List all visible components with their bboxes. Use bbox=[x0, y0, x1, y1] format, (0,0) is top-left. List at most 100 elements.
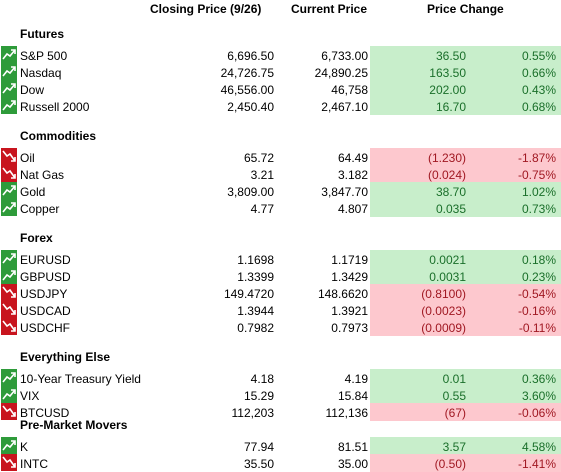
trend-down-icon bbox=[1, 284, 17, 301]
instrument-name: S&P 500 bbox=[20, 49, 68, 63]
price-change-cell: (0.0023) -0.16% bbox=[370, 301, 561, 319]
price-change-cell: (0.8100) -0.54% bbox=[370, 284, 561, 302]
section-header: Futures bbox=[0, 24, 561, 42]
table-row[interactable]: S&P 500 6,696.50 6,733.00 36.50 0.55% bbox=[0, 46, 561, 64]
percent-change: 1.02% bbox=[521, 185, 556, 199]
trend-down-icon bbox=[1, 301, 17, 318]
price-change: 202.00 bbox=[429, 83, 466, 97]
current-price: 46,758 bbox=[331, 83, 368, 97]
closing-price: 6,696.50 bbox=[227, 49, 274, 63]
table-row[interactable]: 10-Year Treasury Yield 4.18 4.19 0.01 0.36% bbox=[0, 369, 561, 387]
table-row[interactable]: EURUSD 1.1698 1.1719 0.0021 0.18% bbox=[0, 250, 561, 268]
trend-up-icon bbox=[1, 267, 17, 284]
header-closing-price: Closing Price (9/26) bbox=[150, 2, 262, 16]
table-row[interactable]: USDCHF 0.7982 0.7973 (0.0009) -0.11% bbox=[0, 318, 561, 336]
closing-price: 1.1698 bbox=[237, 253, 274, 267]
price-change-cell: 0.035 0.73% bbox=[370, 199, 561, 217]
section-header: Forex bbox=[0, 228, 561, 246]
instrument-name: INTC bbox=[20, 457, 48, 471]
current-price: 4.807 bbox=[337, 202, 368, 216]
table-row[interactable]: Nasdaq 24,726.75 24,890.25 163.50 0.66% bbox=[0, 63, 561, 81]
section-title: Commodities bbox=[20, 129, 97, 143]
price-change: 0.55 bbox=[442, 389, 466, 403]
trend-up-icon bbox=[1, 199, 17, 216]
price-change: (67) bbox=[444, 406, 466, 420]
closing-price: 149.4720 bbox=[223, 287, 274, 301]
price-change: 3.57 bbox=[442, 440, 466, 454]
current-price: 3.182 bbox=[337, 168, 368, 182]
trend-down-icon bbox=[1, 403, 17, 420]
price-change-cell: 3.57 4.58% bbox=[370, 437, 561, 455]
closing-price: 0.7982 bbox=[237, 321, 274, 335]
instrument-name: USDCHF bbox=[20, 321, 70, 335]
instrument-name: GBPUSD bbox=[20, 270, 71, 284]
percent-change: 3.60% bbox=[521, 389, 556, 403]
current-price: 3,847.70 bbox=[321, 185, 368, 199]
current-price: 1.1719 bbox=[331, 253, 368, 267]
table-row[interactable]: Russell 2000 2,450.40 2,467.10 16.70 0.68% bbox=[0, 97, 561, 115]
table-row[interactable]: INTC 35.50 35.00 (0.50) -1.41% bbox=[0, 454, 561, 472]
price-change-cell: (67) -0.06% bbox=[370, 403, 561, 421]
current-price: 4.19 bbox=[344, 372, 368, 386]
trend-up-icon bbox=[1, 182, 17, 199]
current-price: 81.51 bbox=[337, 440, 368, 454]
table-row[interactable]: USDCAD 1.3944 1.3921 (0.0023) -0.16% bbox=[0, 301, 561, 319]
section-title: Futures bbox=[20, 27, 65, 41]
price-change-cell: (0.0009) -0.11% bbox=[370, 318, 561, 336]
table-row[interactable]: Oil 65.72 64.49 (1.230) -1.87% bbox=[0, 148, 561, 166]
price-change: (1.230) bbox=[427, 151, 466, 165]
table-row[interactable]: BTCUSD 112,203 112,136 (67) -0.06% bbox=[0, 403, 561, 421]
closing-price: 46,556.00 bbox=[220, 83, 274, 97]
instrument-name: Russell 2000 bbox=[20, 100, 90, 114]
section-header: Everything Else bbox=[0, 347, 561, 365]
instrument-name: Oil bbox=[20, 151, 35, 165]
price-change-cell: (0.50) -1.41% bbox=[370, 454, 561, 472]
table-row[interactable]: Copper 4.77 4.807 0.035 0.73% bbox=[0, 199, 561, 217]
trend-up-icon bbox=[1, 63, 17, 80]
price-change-cell: 0.0031 0.23% bbox=[370, 267, 561, 285]
trend-down-icon bbox=[1, 148, 17, 165]
table-row[interactable]: USDJPY 149.4720 148.6620 (0.8100) -0.54% bbox=[0, 284, 561, 302]
table-row[interactable]: Nat Gas 3.21 3.182 (0.024) -0.75% bbox=[0, 165, 561, 183]
instrument-name: USDJPY bbox=[20, 287, 68, 301]
instrument-name: Copper bbox=[20, 202, 60, 216]
percent-change: 0.36% bbox=[521, 372, 556, 386]
instrument-name: Nat Gas bbox=[20, 168, 65, 182]
closing-price: 3,809.00 bbox=[227, 185, 274, 199]
price-change-cell: 202.00 0.43% bbox=[370, 80, 561, 98]
section-title: Forex bbox=[20, 231, 53, 245]
current-price: 35.00 bbox=[337, 457, 368, 471]
instrument-name: Gold bbox=[20, 185, 46, 199]
table-row[interactable]: K 77.94 81.51 3.57 4.58% bbox=[0, 437, 561, 455]
closing-price: 112,203 bbox=[231, 406, 275, 420]
price-change: (0.0009) bbox=[421, 321, 466, 335]
section-title: Pre-Market Movers bbox=[20, 418, 128, 432]
current-price: 6,733.00 bbox=[321, 49, 368, 63]
price-change: 0.0021 bbox=[429, 253, 466, 267]
price-change: 0.0031 bbox=[429, 270, 466, 284]
instrument-name: Dow bbox=[20, 83, 45, 97]
price-change: 0.01 bbox=[442, 372, 466, 386]
closing-price: 35.50 bbox=[243, 457, 274, 471]
header-price-change: Price Change bbox=[427, 2, 504, 16]
table-row[interactable]: VIX 15.29 15.84 0.55 3.60% bbox=[0, 386, 561, 404]
price-change: 16.70 bbox=[435, 100, 466, 114]
percent-change: 0.73% bbox=[521, 202, 556, 216]
price-change: 38.70 bbox=[435, 185, 466, 199]
table-row[interactable]: Gold 3,809.00 3,847.70 38.70 1.02% bbox=[0, 182, 561, 200]
section-title: Everything Else bbox=[20, 350, 111, 364]
price-change-cell: 38.70 1.02% bbox=[370, 182, 561, 200]
instrument-name: K bbox=[20, 440, 29, 454]
trend-up-icon bbox=[1, 97, 17, 114]
table-row[interactable]: Dow 46,556.00 46,758 202.00 0.43% bbox=[0, 80, 561, 98]
current-price: 2,467.10 bbox=[321, 100, 368, 114]
table-row[interactable]: GBPUSD 1.3399 1.3429 0.0031 0.23% bbox=[0, 267, 561, 285]
instrument-name: EURUSD bbox=[20, 253, 71, 267]
price-change: (0.0023) bbox=[421, 304, 466, 318]
price-change: 0.035 bbox=[435, 202, 466, 216]
price-change-cell: 0.55 3.60% bbox=[370, 386, 561, 404]
percent-change: -0.75% bbox=[517, 168, 556, 182]
percent-change: 0.43% bbox=[521, 83, 556, 97]
price-change: (0.50) bbox=[434, 457, 466, 471]
instrument-name: BTCUSD bbox=[20, 406, 70, 420]
